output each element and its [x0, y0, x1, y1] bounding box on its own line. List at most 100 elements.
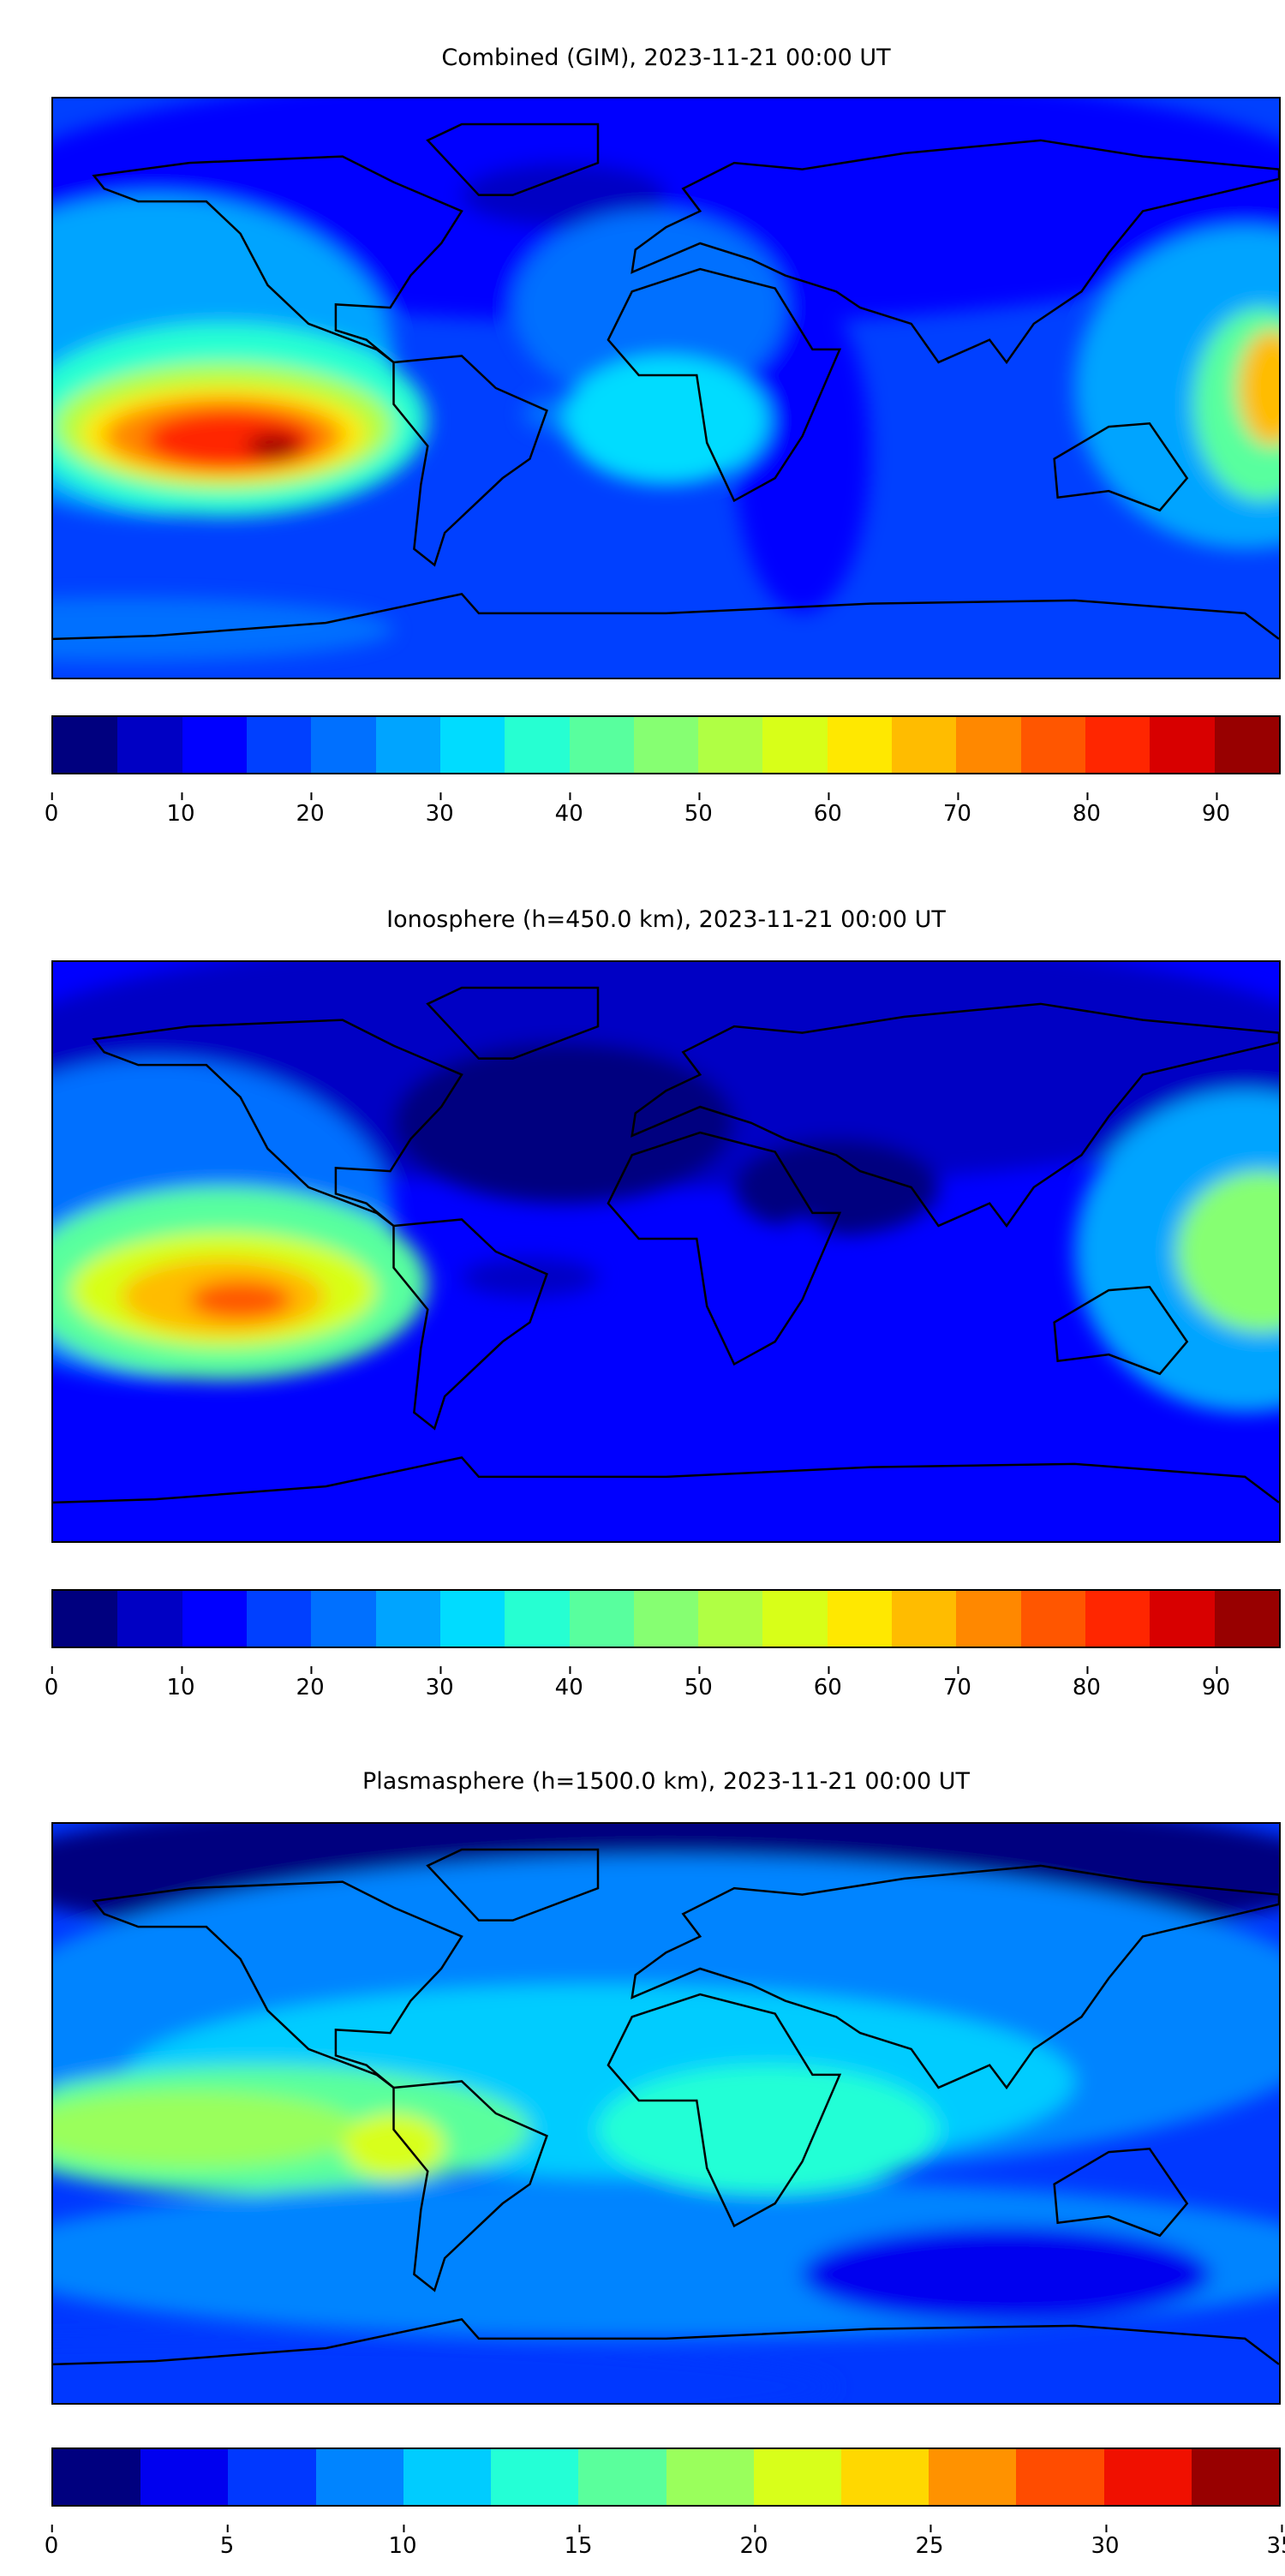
colorbar	[51, 1589, 1281, 1648]
chart-title: Combined (GIM), 2023-11-21 00:00 UT	[441, 45, 891, 71]
colorbar-level	[117, 717, 182, 773]
colorbar-level	[956, 1591, 1021, 1647]
colorbar-tick-label: 70	[942, 792, 971, 827]
colorbar-level	[1085, 1591, 1151, 1647]
colorbar-level	[182, 717, 247, 773]
field-contour	[1176, 1171, 1279, 1332]
map-plasmasphere	[51, 1822, 1281, 2405]
field-contour	[247, 433, 302, 459]
chart-title: Ionosphere (h=450.0 km), 2023-11-21 00:0…	[386, 906, 946, 933]
colorbar-level	[633, 717, 699, 773]
field-contour	[53, 597, 394, 662]
coastline-antarctica	[53, 1457, 1279, 1503]
colorbar-level	[246, 717, 312, 773]
colorbar-level	[1214, 717, 1279, 773]
colorbar-level	[403, 2449, 492, 2505]
colorbar-level	[762, 1591, 828, 1647]
colorbar-tick-label: 80	[1072, 792, 1101, 827]
colorbar-ticks: 0 5 10 15 20 25 30 35	[45, 2525, 1285, 2576]
colorbar-ticks: 0 10 20 30 40 50 60 70 80 90	[45, 792, 1281, 844]
colorbar-level	[228, 2449, 316, 2505]
coastline-af	[608, 1994, 840, 2226]
colorbar-level	[698, 1591, 763, 1647]
colorbar-level	[491, 2449, 579, 2505]
colorbar-level	[1150, 1591, 1215, 1647]
colorbar-level	[117, 1591, 182, 1647]
colorbar-level	[311, 717, 376, 773]
field-contour	[598, 2065, 939, 2194]
colorbar-level	[569, 717, 634, 773]
colorbar-level	[753, 2449, 841, 2505]
field-contour	[462, 163, 666, 228]
colorbar-level	[53, 2449, 141, 2505]
coastline-af	[608, 269, 840, 500]
colorbar-level	[633, 1591, 699, 1647]
map-combined	[51, 97, 1281, 679]
coastline-antarctica	[53, 594, 1279, 639]
field-contour	[53, 2090, 360, 2168]
colorbar-level	[840, 2449, 929, 2505]
coastline-eu	[632, 1004, 1279, 1226]
colorbar-level	[53, 1591, 118, 1647]
colorbar-tick-label: 40	[554, 792, 583, 827]
coastline-sa	[394, 1219, 547, 1428]
colorbar-level	[1103, 2449, 1192, 2505]
colorbar-level	[1191, 2449, 1280, 2505]
colorbar-tick-label: 90	[1201, 792, 1231, 827]
colorbar	[51, 2447, 1281, 2507]
colorbar-tick-label: 5	[219, 2525, 235, 2559]
colorbar-level	[892, 717, 957, 773]
colorbar-tick-label: 70	[942, 1666, 971, 1700]
coastline-sa	[394, 2081, 547, 2290]
colorbar-level	[1016, 2449, 1104, 2505]
coastline-eu	[632, 1866, 1279, 2088]
colorbar-level	[827, 1591, 893, 1647]
colorbar-tick-label: 15	[564, 2525, 593, 2559]
coastline-gl	[427, 124, 598, 195]
coastline-eu	[632, 140, 1279, 362]
coastline-af	[608, 1133, 840, 1364]
field-contour	[750, 1219, 854, 1477]
colorbar-level	[892, 1591, 957, 1647]
coastline-na	[94, 1020, 462, 1226]
colorbar-level	[53, 717, 118, 773]
coastline-sa	[394, 356, 547, 565]
field-contour	[734, 291, 870, 613]
colorbar-tick-label: 40	[554, 1666, 583, 1700]
coastline-gl	[427, 988, 598, 1059]
field-contour	[734, 1139, 939, 1236]
colorbar-level	[1214, 1591, 1279, 1647]
coastline-na	[94, 1882, 462, 2088]
colorbar-tick-label: 25	[915, 2525, 944, 2559]
colorbar-level	[140, 2449, 229, 2505]
field-contour	[462, 1258, 598, 1297]
colorbar-tick-label: 0	[44, 792, 59, 827]
colorbar-level	[439, 1591, 505, 1647]
colorbar-tick-label: 30	[1091, 2525, 1120, 2559]
colorbar-level	[666, 2449, 754, 2505]
colorbar-level	[827, 717, 893, 773]
colorbar-level	[505, 717, 570, 773]
chart-title: Plasmasphere (h=1500.0 km), 2023-11-21 0…	[362, 1768, 970, 1795]
coastline-au	[1055, 423, 1187, 510]
colorbar-tick-label: 0	[44, 1666, 59, 1700]
colorbar-tick-label: 0	[44, 2525, 59, 2559]
colorbar-level	[956, 717, 1021, 773]
colorbar-tick-label: 80	[1072, 1666, 1101, 1700]
colorbar-tick-label: 30	[425, 1666, 454, 1700]
coastline-au	[1055, 2149, 1187, 2235]
colorbar-level	[505, 1591, 570, 1647]
colorbar-tick-label: 10	[166, 792, 195, 827]
colorbar-level	[375, 717, 440, 773]
field-contour	[1238, 330, 1279, 446]
field-contour	[189, 1280, 292, 1319]
colorbar-tick-label: 50	[684, 1666, 713, 1700]
colorbar-level	[698, 717, 763, 773]
coastline-au	[1055, 1287, 1187, 1373]
field-contour	[802, 2226, 1211, 2323]
colorbar	[51, 715, 1281, 774]
colorbar-level	[375, 1591, 440, 1647]
field-contour	[393, 1042, 734, 1204]
colorbar-level	[315, 2449, 403, 2505]
colorbar-tick-label: 90	[1201, 1666, 1231, 1700]
